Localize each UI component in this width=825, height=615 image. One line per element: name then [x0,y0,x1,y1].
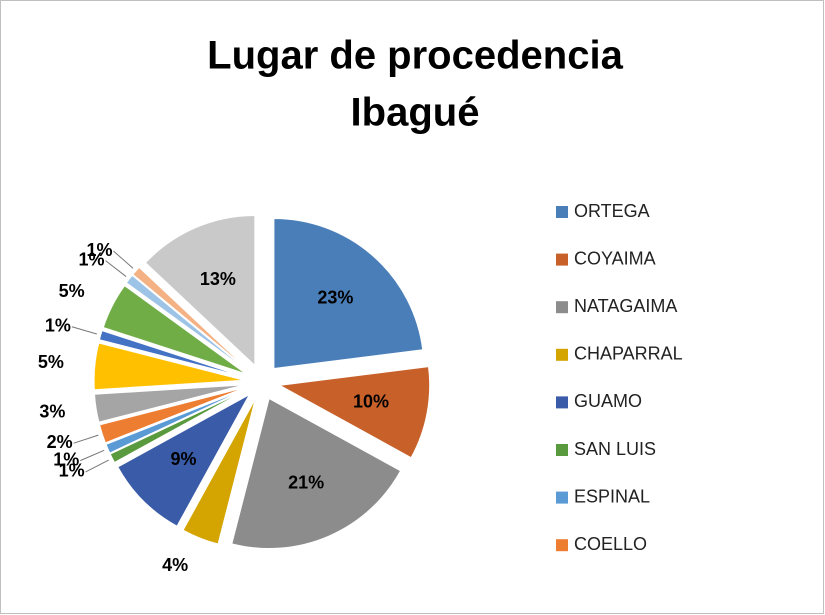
legend-swatch [556,253,568,266]
data-label: 5% [59,281,85,301]
pie-slice [93,342,245,391]
chart-title: Ibagué [351,91,480,135]
pie-slice [278,366,431,459]
data-label: 1% [86,240,112,260]
data-label: 3% [39,402,65,422]
legend-swatch [556,444,568,456]
legend-label: COYAIMA [574,248,656,268]
data-label: 1% [53,449,79,469]
legend-label: NATAGAIMA [574,296,677,316]
data-label: 10% [353,392,389,412]
data-label: 9% [171,449,197,469]
pie-slice [102,284,247,375]
legend-label: ORTEGA [574,201,650,221]
pie-slice [98,387,246,444]
leader-line [80,449,105,462]
data-label: 5% [38,352,64,372]
pie-slice [182,398,256,545]
data-label: 1% [59,461,85,481]
leader-line [113,250,134,269]
leader-line [71,326,97,335]
legend-label: ESPINAL [574,486,650,506]
data-label: 1% [79,249,105,269]
pie-slice [117,393,251,527]
data-label: 2% [47,432,73,452]
chart-title: Lugar de procedencia [207,34,623,78]
legend-swatch [556,396,568,409]
legend-swatch [556,206,568,218]
pie-slice [105,388,246,454]
data-label: 23% [317,287,353,307]
data-label: 4% [162,555,188,575]
data-label: 13% [200,269,236,289]
legend-swatch [556,491,568,504]
pie-slice [125,274,249,372]
legend-swatch [556,301,568,314]
pie-slice [132,266,249,371]
pie-slice [98,329,245,378]
legend-label: GUAMO [574,391,642,411]
leader-line [105,260,127,277]
pie-slice [273,217,424,370]
pie-slice [93,384,245,423]
legend-label: CHAPARRAL [574,344,683,364]
leader-line [73,434,99,444]
leader-line [85,459,109,473]
pie-slice [144,214,256,367]
legend-swatch [556,539,568,552]
legend-label: SAN LUIS [574,439,656,459]
legend-swatch [556,348,568,361]
pie-slice [231,397,402,550]
data-label: 21% [288,473,324,493]
pie-slice [109,389,247,464]
legend-label: COELLO [574,534,647,554]
data-label: 1% [45,316,71,336]
